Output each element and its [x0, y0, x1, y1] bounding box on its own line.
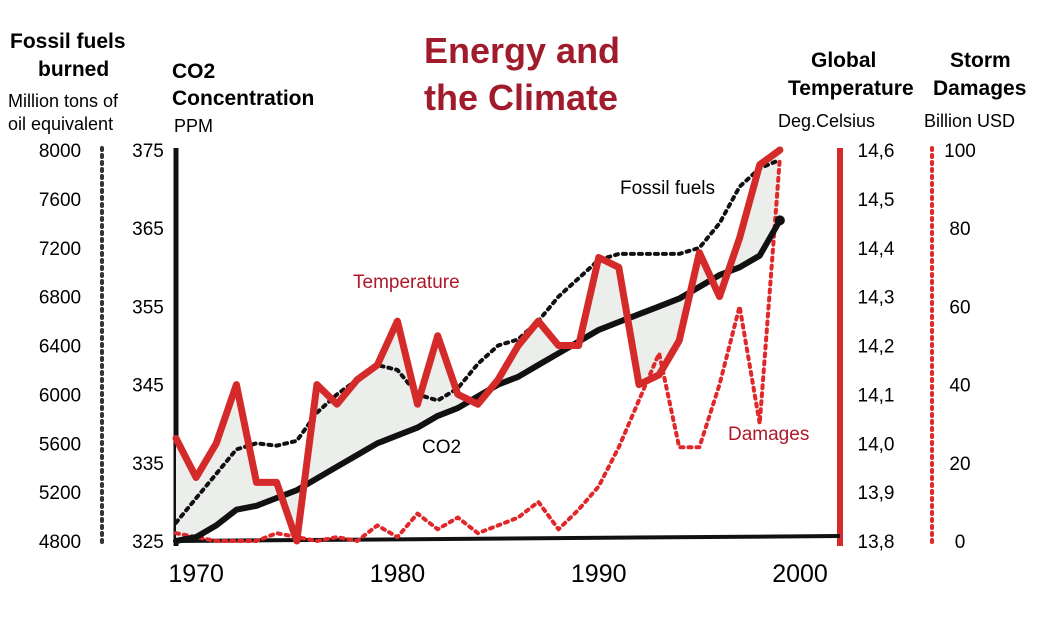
damages-tick-label: 20: [949, 454, 970, 475]
temperature-tick-label: 14,6: [858, 141, 895, 162]
co2-tick-label: 345: [132, 376, 164, 397]
chart-title-line-2: the Climate: [424, 77, 618, 118]
fossil-axis-unit-2: oil equivalent: [8, 114, 113, 134]
temperature-co2-band: [176, 150, 780, 541]
temperature-axis-header-2: Temperature: [788, 77, 914, 100]
co2-tick-label: 325: [132, 532, 164, 553]
damages-series-line: [174, 155, 782, 543]
co2-tick-label: 375: [132, 141, 164, 162]
co2-end-point: [774, 215, 785, 226]
annotation-damages: Damages: [728, 424, 809, 445]
fossil-tick-label: 6400: [39, 337, 81, 358]
temperature-tick-label: 14,5: [858, 190, 895, 211]
x-tick-label: 2000: [772, 560, 828, 588]
fossil-axis-unit-1: Million tons of: [8, 91, 119, 111]
x-axis-line: [175, 534, 841, 543]
x-tick-label: 1970: [168, 560, 224, 588]
chart-title-line-1: Energy and: [424, 30, 620, 71]
co2-axis-header-2: Concentration: [172, 87, 314, 110]
damages-tick-label: 60: [949, 297, 970, 318]
temperature-tick-label: 14,0: [858, 434, 895, 455]
damages-tick-label: 100: [944, 141, 976, 162]
co2-axis-header-1: CO2: [172, 60, 215, 83]
temperature-tick-label: 14,3: [858, 288, 895, 309]
damages-axis-header-2: Damages: [933, 77, 1026, 100]
annotation-co2: CO2: [422, 437, 461, 458]
temperature-tick-label: 13,8: [858, 532, 895, 553]
series-lines: [172, 146, 785, 545]
co2-tick-label: 335: [132, 454, 164, 475]
area-between-temperature-and-co2: [176, 150, 780, 541]
temperature-tick-label: 13,9: [858, 483, 895, 504]
temperature-axis-header-1: Global: [811, 49, 876, 72]
temperature-axis-unit: Deg.Celsius: [778, 111, 875, 131]
x-tick-label: 1980: [370, 560, 426, 588]
fossil-tick-label: 6000: [39, 385, 81, 406]
damages-axis-unit: Billion USD: [924, 111, 1015, 131]
fossil-tick-label: 7200: [39, 239, 81, 260]
fossil-tick-label: 8000: [39, 141, 81, 162]
fossil-axis-header-2: burned: [38, 58, 109, 81]
temperature-tick-label: 14,4: [858, 239, 895, 260]
damages-tick-label: 80: [949, 219, 970, 240]
fossil-axis-header-1: Fossil fuels: [10, 30, 126, 53]
damages-tick-label: 40: [949, 376, 970, 397]
x-tick-label: 1990: [571, 560, 627, 588]
tick-labels: 4800 5200 5600 6000 6400 6800 7200 7600 8000 325 3…: [39, 141, 976, 588]
temperature-tick-label: 14,2: [858, 337, 895, 358]
co2-tick-label: 355: [132, 297, 164, 318]
co2-axis-unit: PPM: [174, 116, 213, 136]
co2-series-line: [173, 217, 783, 544]
annotation-temperature: Temperature: [353, 272, 460, 293]
temperature-series-line: [172, 146, 784, 545]
co2-tick-label: 365: [132, 219, 164, 240]
fossil-tick-label: 4800: [39, 532, 81, 553]
fossil-series-line: [174, 157, 782, 525]
fossil-tick-label: 6800: [39, 288, 81, 309]
annotation-fossil-fuels: Fossil fuels: [620, 178, 715, 199]
damages-axis-header-1: Storm: [950, 49, 1011, 72]
damages-tick-label: 0: [955, 532, 966, 553]
fossil-tick-label: 5200: [39, 483, 81, 504]
fossil-tick-label: 7600: [39, 190, 81, 211]
fossil-tick-label: 5600: [39, 434, 81, 455]
temperature-tick-label: 14,1: [858, 385, 895, 406]
